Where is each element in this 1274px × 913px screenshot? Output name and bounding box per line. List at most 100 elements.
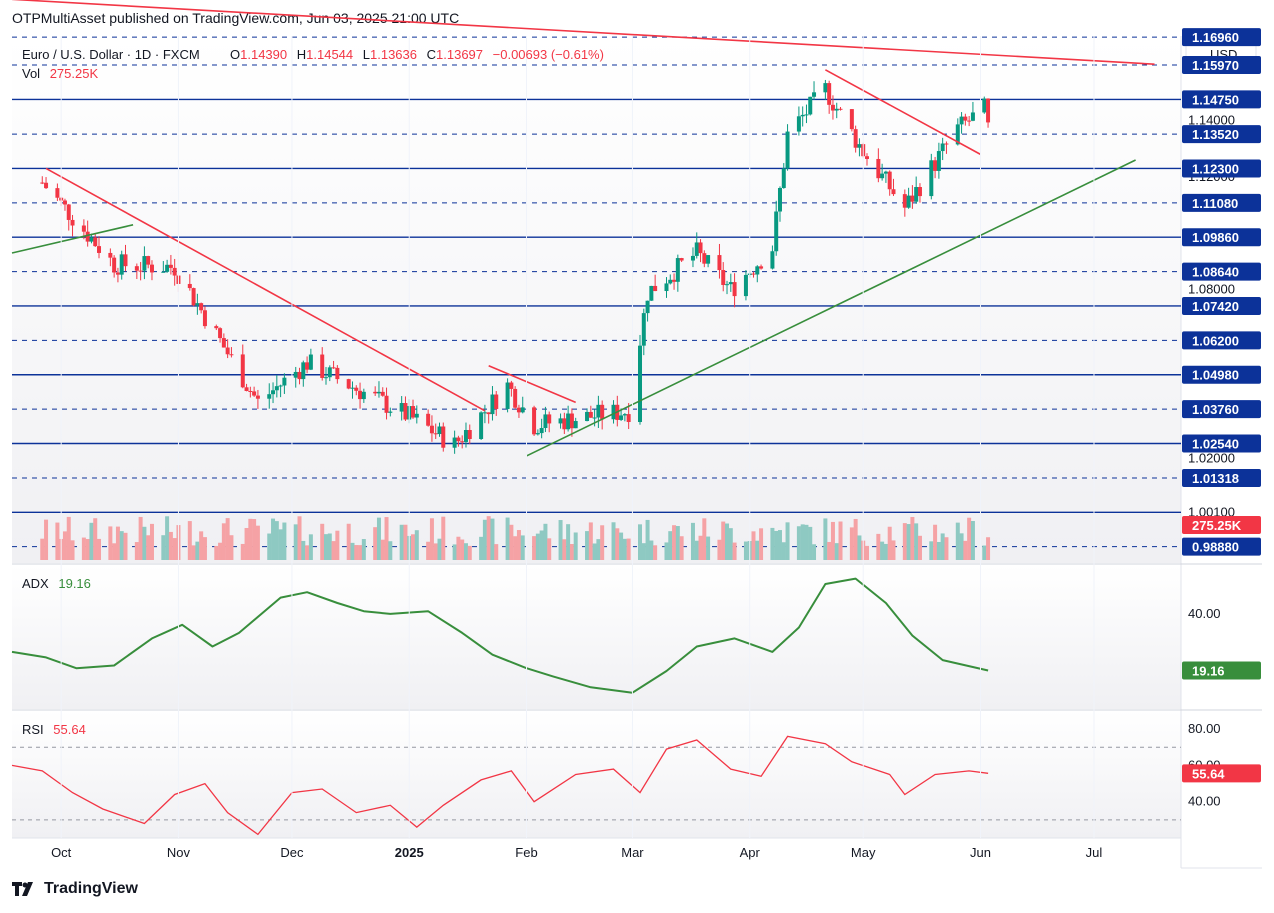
candle-body: [759, 266, 764, 269]
adx-badge: 19.16: [1192, 664, 1225, 679]
change-value: −0.00693 (−0.61%): [493, 47, 604, 62]
volume-bar: [672, 525, 677, 560]
level-badge-bg: [1182, 468, 1261, 487]
volume-bar: [89, 522, 94, 560]
candle-body: [513, 388, 518, 408]
adx-badge-bg: [1182, 661, 1261, 680]
trendlines[interactable]: [11, 0, 1155, 457]
time-tick-label: Nov: [167, 845, 191, 860]
symbol-name[interactable]: Euro / U.S. Dollar · 1D · FXCM: [22, 47, 200, 62]
volume-bar: [388, 541, 393, 560]
candle-body: [490, 394, 495, 415]
open-value: 1.14390: [240, 47, 287, 62]
candle-body: [388, 411, 393, 413]
volume-bar: [373, 527, 378, 560]
rsi-pane[interactable]: [12, 711, 1181, 838]
volume-bar: [721, 521, 726, 560]
candle-body: [441, 426, 446, 448]
volume-bar: [505, 517, 510, 560]
candle-body: [452, 437, 457, 448]
time-tick-label: 2025: [395, 845, 424, 860]
volume-badge: 275.25K: [1192, 518, 1242, 533]
candle-body: [505, 382, 510, 409]
symbol-legend[interactable]: Euro / U.S. Dollar · 1D · FXCM O1.14390 …: [22, 47, 604, 737]
rsi-legend[interactable]: RSI 55.64: [22, 722, 86, 737]
candle-body: [278, 385, 283, 387]
ohlc-readout: O1.14390 H1.14544 L1.13636 C1.13697 −0.0…: [230, 47, 604, 62]
candle-body: [566, 413, 571, 430]
level-badge: 1.04980: [1192, 368, 1239, 383]
volume-bar: [982, 545, 987, 560]
candle-body: [914, 187, 919, 202]
volume-bar: [305, 545, 310, 560]
volume-bar: [626, 538, 631, 560]
candle-body: [172, 267, 177, 276]
open-label: O: [230, 47, 240, 62]
volume-bar: [853, 518, 858, 560]
volume-bar: [380, 539, 385, 560]
price-axis-badges: 1.16960 1.15970 1.14750 1.13520 1.12300 1.110…: [1182, 28, 1261, 783]
volume-bar: [202, 537, 207, 560]
volume-bar: [331, 541, 336, 560]
candle-body: [864, 156, 869, 159]
candle-body: [702, 253, 707, 264]
trendline: [488, 364, 577, 404]
time-tick-label: Feb: [515, 845, 537, 860]
candle-body: [308, 354, 313, 370]
candle-body: [547, 414, 552, 424]
volume-bar: [728, 528, 733, 560]
volume-bar: [138, 516, 143, 560]
volume-bar: [308, 534, 313, 560]
volume-bar: [426, 541, 431, 560]
volume-bar: [940, 533, 945, 560]
volume-bar: [717, 539, 722, 560]
volume-bar: [535, 533, 540, 560]
volume-bar: [777, 530, 782, 560]
volume-bar: [592, 543, 597, 560]
price-tick-label: 1.02000: [1188, 451, 1235, 466]
high-value: 1.14544: [306, 47, 353, 62]
adx-legend[interactable]: ADX 19.16: [22, 576, 91, 591]
rsi-badge-bg: [1182, 764, 1261, 783]
volume-bar: [702, 518, 707, 560]
time-axis[interactable]: [12, 838, 1181, 868]
trendline: [526, 159, 1136, 457]
candle-body: [460, 441, 465, 443]
candle-body: [108, 252, 113, 258]
level-badge-bg: [1182, 28, 1261, 47]
volume-bar: [944, 537, 949, 560]
volume-bar: [906, 524, 911, 560]
level-badge: 1.08640: [1192, 265, 1239, 280]
candle-body: [331, 367, 336, 369]
volume-bar: [812, 544, 817, 560]
candle-body: [350, 387, 355, 389]
candle-body: [380, 391, 385, 396]
adx-pane[interactable]: [12, 565, 1181, 709]
volume-bar: [638, 524, 643, 560]
candle-body: [732, 282, 737, 297]
volume-bar: [358, 545, 363, 560]
candle-body: [165, 264, 170, 272]
candle-body: [876, 158, 881, 179]
volume-bar: [221, 523, 226, 560]
level-badge: 1.16960: [1192, 30, 1239, 45]
volume-bar: [902, 523, 907, 560]
tradingview-logo[interactable]: TradingView: [12, 880, 138, 898]
volume-bar: [240, 543, 245, 560]
volume-bar: [490, 518, 495, 560]
volume-bar: [547, 538, 552, 560]
candle-body: [830, 104, 835, 111]
candle-body: [202, 310, 207, 327]
volume-bar: [732, 542, 737, 560]
volume-bar: [486, 516, 491, 560]
level-badge: 1.02540: [1192, 437, 1239, 452]
close-label: C: [427, 47, 436, 62]
level-badge: 1.07420: [1192, 299, 1239, 314]
level-badge: 0.98880: [1192, 540, 1239, 555]
price-pane[interactable]: [12, 36, 1181, 563]
volume-bar: [70, 540, 75, 560]
candle-body: [706, 255, 711, 264]
volume-bar: [335, 530, 340, 560]
trendline: [11, 224, 134, 254]
